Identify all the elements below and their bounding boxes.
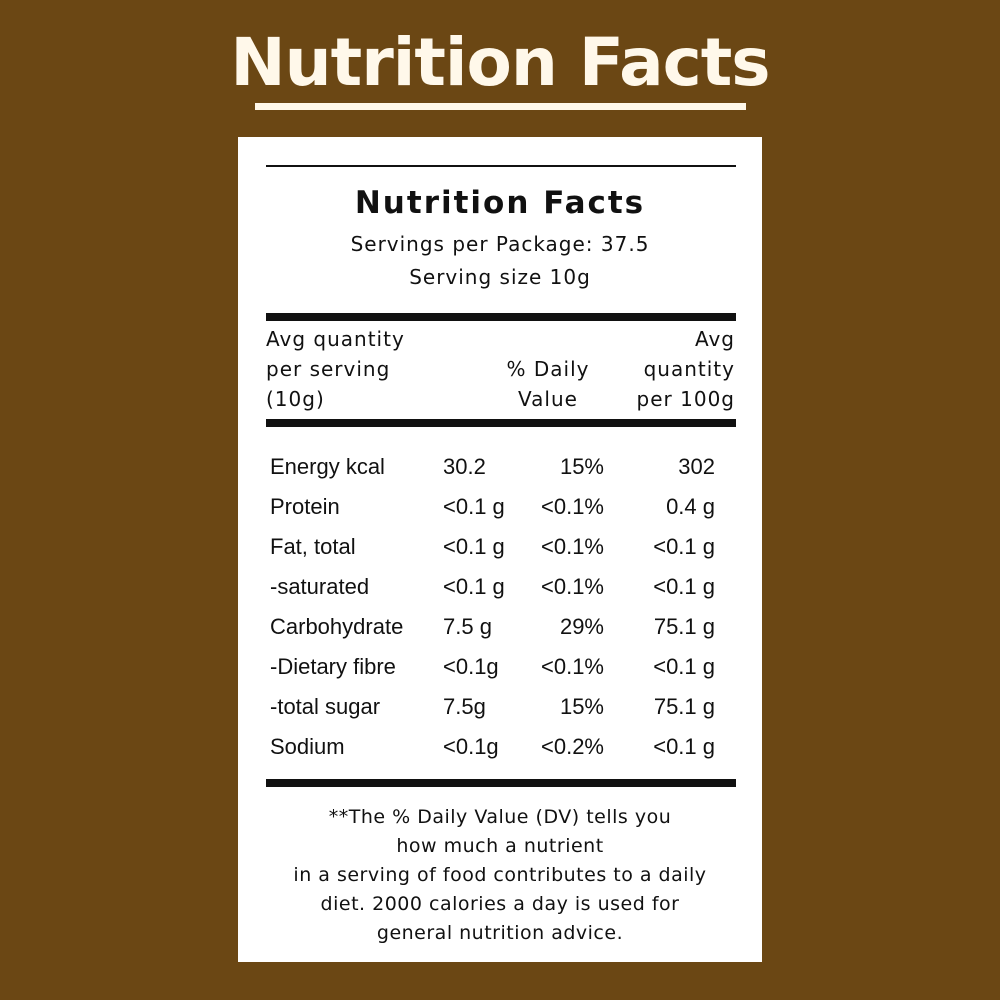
per-serving-value: 7.5g — [443, 694, 486, 719]
nutrient-name: Carbohydrate — [270, 614, 404, 639]
per-100g-value: 75.1 g — [653, 694, 715, 719]
nutrient-row: -total sugar 7.5g 15% 75.1 g — [238, 694, 762, 734]
per-serving-value: <0.1g — [443, 734, 499, 759]
footnote-line: how much a nutrient — [396, 835, 604, 857]
per-serving-value: 7.5 g — [443, 614, 492, 639]
nutrient-row: Fat, total <0.1 g <0.1% <0.1 g — [238, 534, 762, 574]
nutrition-panel: Nutrition Facts Servings per Package: 37… — [238, 137, 762, 962]
footnote-line: general nutrition advice. — [376, 922, 624, 944]
per-100g-value: <0.1 g — [653, 734, 715, 759]
banner-title: Nutrition Facts — [230, 24, 770, 101]
nutrient-row: Protein <0.1 g <0.1% 0.4 g — [238, 494, 762, 534]
daily-value-percent: <0.1% — [541, 534, 604, 559]
nutrient-name: Fat, total — [270, 534, 356, 559]
footnote-line: diet. 2000 calories a day is used for — [320, 893, 680, 915]
nutrient-name: -saturated — [270, 574, 370, 599]
daily-value-percent: 15% — [559, 694, 604, 719]
nutrient-row: -saturated <0.1 g <0.1% <0.1 g — [238, 574, 762, 614]
nutrient-name: Energy kcal — [270, 454, 385, 479]
banner-underline — [255, 103, 746, 110]
nutrient-name: -total sugar — [270, 694, 381, 719]
nutrient-row: Energy kcal 30.2 15% 302 — [238, 454, 762, 494]
header-per-100g: Avg quantity per 100g — [636, 327, 735, 411]
header-bottom-rule — [266, 419, 736, 427]
per-100g-value: 302 — [678, 454, 715, 479]
top-rule — [266, 165, 736, 167]
daily-value-percent: <0.1% — [541, 494, 604, 519]
per-100g-value: <0.1 g — [653, 574, 715, 599]
per-serving-value: <0.1 g — [443, 574, 505, 599]
per-100g-value: 75.1 g — [653, 614, 715, 639]
header-top-rule — [266, 313, 736, 321]
per-100g-value: <0.1 g — [653, 534, 715, 559]
per-serving-value: <0.1g — [443, 654, 499, 679]
header-daily-value: % Daily Value — [506, 357, 590, 411]
daily-value-percent: 29% — [559, 614, 604, 639]
nutrient-row: Carbohydrate 7.5 g 29% 75.1 g — [238, 614, 762, 654]
footnote-line: **The % Daily Value (DV) tells you — [328, 806, 672, 828]
daily-value-footnote: **The % Daily Value (DV) tells you how m… — [278, 803, 722, 948]
daily-value-percent: <0.1% — [541, 574, 604, 599]
footnote-line: in a serving of food contributes to a da… — [293, 864, 707, 886]
per-serving-value: 30.2 — [443, 454, 486, 479]
nutrient-name: -Dietary fibre — [270, 654, 396, 679]
per-100g-value: <0.1 g — [653, 654, 715, 679]
nutrient-name: Sodium — [270, 734, 345, 759]
daily-value-percent: <0.1% — [541, 654, 604, 679]
nutrient-row: Sodium <0.1g <0.2% <0.1 g — [238, 734, 762, 774]
panel-title: Nutrition Facts — [354, 185, 646, 221]
serving-size: Serving size 10g — [409, 265, 591, 289]
nutrient-row: -Dietary fibre <0.1g <0.1% <0.1 g — [238, 654, 762, 694]
table-bottom-rule — [266, 779, 736, 787]
nutrient-name: Protein — [270, 494, 340, 519]
header-per-serving: Avg quantity per serving (10g) — [266, 327, 405, 411]
daily-value-percent: <0.2% — [541, 734, 604, 759]
per-serving-value: <0.1 g — [443, 534, 505, 559]
per-serving-value: <0.1 g — [443, 494, 505, 519]
servings-per-package: Servings per Package: 37.5 — [350, 232, 650, 256]
daily-value-percent: 15% — [559, 454, 604, 479]
per-100g-value: 0.4 g — [666, 494, 715, 519]
